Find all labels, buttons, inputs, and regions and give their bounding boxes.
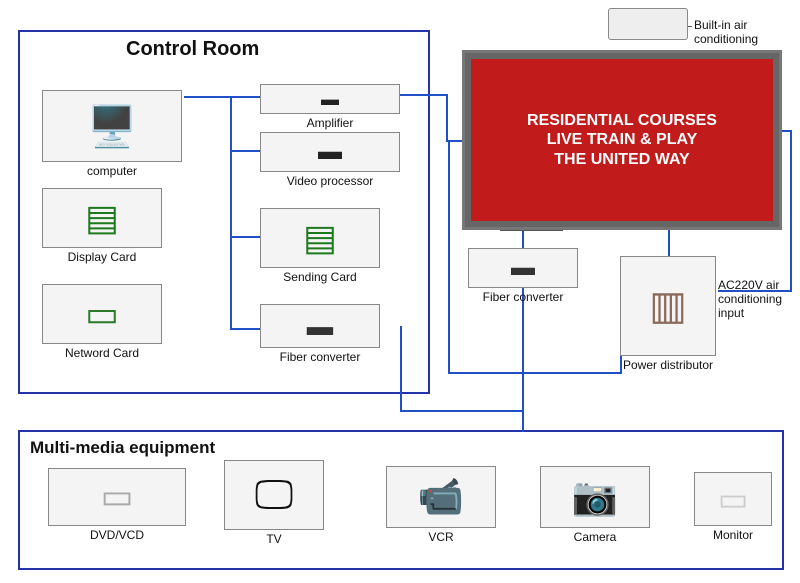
edge-17 [446, 94, 448, 142]
node-display_card: ▤ Display Card [42, 188, 162, 264]
edge-10 [522, 410, 524, 432]
node-video_processor: ▬ Video processor [260, 132, 400, 188]
node-vcr-icon: 📹 [386, 466, 496, 528]
node-camera-label: Camera [540, 530, 650, 544]
node-computer-label: computer [42, 164, 182, 178]
node-amplifier-label: Amplifier [260, 116, 400, 130]
node-netword_card-label: Netword Card [42, 346, 162, 360]
node-netword_card: ▭ Netword Card [42, 284, 162, 360]
node-camera: 📷 Camera [540, 466, 650, 544]
node-tv-icon: 🖵 [224, 460, 324, 530]
edge-5 [230, 328, 260, 330]
node-computer-icon: 🖥️ [42, 90, 182, 162]
edge-4 [230, 236, 260, 238]
edge-3 [230, 150, 260, 152]
node-fiber_conv_out-label: Fiber converter [468, 290, 578, 304]
edge-14 [448, 140, 462, 142]
node-vcr-label: VCR [386, 530, 496, 544]
node-dvd-label: DVD/VCD [48, 528, 186, 542]
edge-13 [448, 140, 450, 374]
node-power_dist-label: Power distributor [620, 358, 716, 372]
node-fiber_conv_out: ▬ Fiber converter [468, 248, 578, 304]
edge-19 [790, 130, 792, 292]
node-display_card-label: Display Card [42, 250, 162, 264]
node-monitor-label: Monitor [694, 528, 772, 542]
edge-7 [400, 410, 524, 412]
label-ac_builtin: Built-in air conditioning [694, 18, 790, 46]
node-sending_card-icon: ▤ [260, 208, 380, 268]
region-title-control_room: Control Room [126, 38, 259, 61]
edge-9 [522, 230, 524, 250]
edge-0 [184, 96, 232, 98]
ac-unit-icon [608, 8, 688, 40]
node-amplifier-icon: ▬ [260, 84, 400, 114]
node-monitor-icon: ▭ [694, 472, 772, 526]
region-title-multimedia: Multi-media equipment [30, 438, 215, 458]
leader-2 [500, 230, 563, 231]
node-tv: 🖵 TV [224, 460, 324, 546]
node-vcr: 📹 VCR [386, 466, 496, 544]
node-power_dist-icon: ▥ [620, 256, 716, 356]
node-sending_card: ▤ Sending Card [260, 208, 380, 284]
node-sending_card-label: Sending Card [260, 270, 380, 284]
node-fiber_conv_out-icon: ▬ [468, 248, 578, 288]
edge-6 [400, 326, 402, 412]
node-video_processor-label: Video processor [260, 174, 400, 188]
edge-15 [668, 230, 670, 256]
led-display: RESIDENTIAL COURSES LIVE TRAIN & PLAY TH… [462, 50, 782, 230]
node-monitor: ▭ Monitor [694, 472, 772, 542]
node-power_dist: ▥ Power distributor [620, 256, 716, 372]
node-display_card-icon: ▤ [42, 188, 162, 248]
node-video_processor-icon: ▬ [260, 132, 400, 172]
node-netword_card-icon: ▭ [42, 284, 162, 344]
edge-16 [400, 94, 448, 96]
node-fiber_conv_in-icon: ▬ [260, 304, 380, 348]
edge-2 [230, 96, 260, 98]
node-dvd-icon: ▭ [48, 468, 186, 526]
label-ac_input: AC220V air conditioning input [718, 278, 798, 320]
edge-12 [448, 372, 622, 374]
node-computer: 🖥️ computer [42, 90, 182, 178]
led-display-screen: RESIDENTIAL COURSES LIVE TRAIN & PLAY TH… [471, 59, 773, 221]
node-fiber_conv_in: ▬ Fiber converter [260, 304, 380, 364]
node-dvd: ▭ DVD/VCD [48, 468, 186, 542]
node-camera-icon: 📷 [540, 466, 650, 528]
edge-1 [230, 96, 232, 330]
node-fiber_conv_in-label: Fiber converter [260, 350, 380, 364]
node-amplifier: ▬ Amplifier [260, 84, 400, 130]
node-tv-label: TV [224, 532, 324, 546]
